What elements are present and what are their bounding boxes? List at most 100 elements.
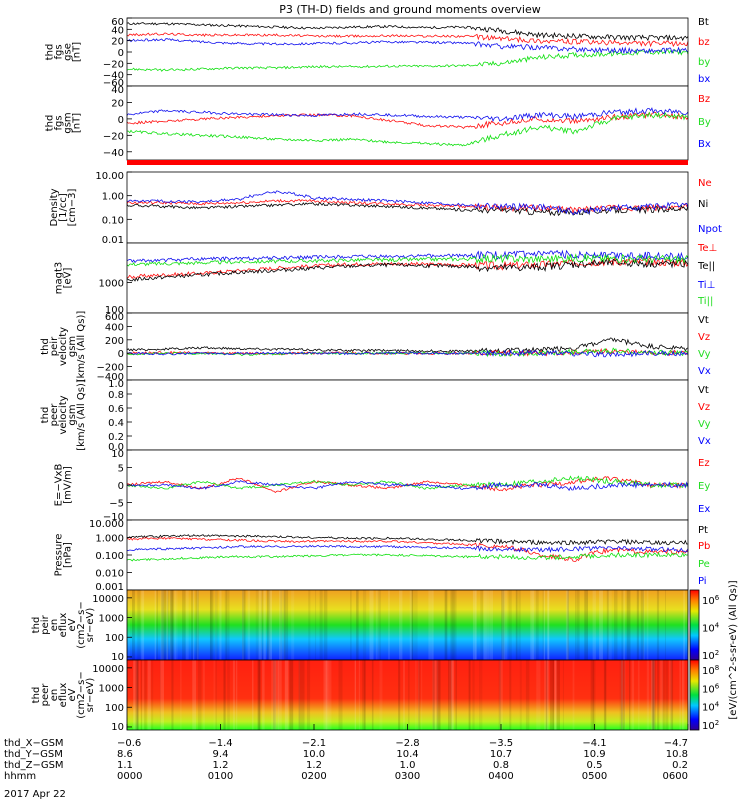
- colorbar-tick-label: 102: [702, 719, 719, 732]
- y-axis-label-line: sr−eV): [85, 678, 96, 713]
- spectrogram-streak: [215, 660, 217, 730]
- legend-entry: Ez: [698, 458, 710, 469]
- series-line-efield-0: [127, 476, 689, 494]
- spectrogram-streak: [448, 660, 452, 730]
- spectrogram-streak: [144, 660, 147, 730]
- spectrogram-streak: [156, 590, 158, 660]
- colorbar-tick-label: 104: [702, 701, 720, 714]
- y-axis-label-line: peer: [49, 403, 60, 427]
- panel-density: Ne Ni Npot 10.00 1.00 0.10 0.01 Density[1/cc][c…: [49, 171, 722, 246]
- spectrogram-streak: [127, 590, 130, 660]
- spectrogram-streak: [142, 660, 145, 730]
- spectrogram-streak: [398, 660, 401, 730]
- spectrogram-streak: [623, 590, 625, 660]
- y-axis-label-line: velocity: [58, 327, 69, 366]
- spectrogram-streak: [501, 590, 505, 660]
- spectrogram-streak: [608, 590, 612, 660]
- spectrogram-streak: [662, 660, 665, 730]
- x-axis-value: 1.1: [117, 760, 133, 771]
- x-axis-value: 1.0: [400, 760, 416, 771]
- y-tick-label: 60: [111, 17, 124, 28]
- spectrogram-streak: [626, 590, 630, 660]
- panel-background: [127, 86, 688, 160]
- y-axis-label-line: [km/s (All Qs)]: [76, 379, 87, 451]
- spectrogram-streak: [515, 590, 518, 660]
- y-tick-label: −200: [97, 363, 124, 374]
- spectrogram-streak: [147, 660, 151, 730]
- y-axis-label-line: fgs: [54, 44, 65, 59]
- spectrogram-streak: [284, 660, 289, 730]
- spectrogram-streak: [135, 660, 138, 730]
- y-tick-label: 200: [105, 336, 124, 347]
- y-tick-label: 0.01: [102, 235, 124, 246]
- series-line-temperature-3: [126, 253, 689, 267]
- y-tick-label: −60: [103, 78, 124, 89]
- spectrogram-streak: [173, 590, 177, 660]
- spectrogram-streak: [567, 590, 569, 660]
- y-tick-label: −10: [103, 512, 124, 523]
- y-axis-label-line: Pressure: [54, 534, 65, 577]
- y-axis-label-line: en: [49, 619, 60, 632]
- spectrogram-streak: [133, 660, 135, 730]
- spectrogram-streak: [410, 590, 414, 660]
- spectrogram-streak: [435, 660, 439, 730]
- legend-entry: Vx: [698, 436, 711, 447]
- y-axis-label-line: thd: [31, 617, 42, 634]
- y-tick-label: 0.8: [108, 390, 124, 401]
- spectrogram-streak: [651, 660, 655, 730]
- x-axis-value: 1.2: [306, 760, 322, 771]
- spectrogram-streak: [267, 590, 271, 660]
- y-tick-label: −20: [103, 131, 124, 142]
- spectrogram-streak: [329, 660, 332, 730]
- panel-efield: Ez Ey Ex 10 5 0 −5 −10 E=−VxB[mV/m]: [54, 449, 711, 523]
- legend-entry: Vy: [698, 349, 711, 360]
- y-tick-label: 10: [111, 722, 124, 733]
- spectrogram-streak: [576, 590, 580, 660]
- legend-entry: Te||: [697, 261, 715, 272]
- spectrogram-streak: [242, 590, 244, 660]
- y-axis-label-line: [km/s (All Qs)]: [76, 311, 87, 383]
- spectrogram-streak: [614, 590, 618, 660]
- spectrogram-streak: [626, 590, 631, 660]
- spectrogram-streak: [215, 590, 217, 660]
- spectrogram-streak: [358, 660, 361, 730]
- spectrogram-streak: [214, 590, 218, 660]
- spectrogram-streak: [169, 590, 172, 660]
- series-line-fgs_gse-1: [126, 32, 689, 48]
- series-line-peir_velocity-0: [126, 337, 689, 354]
- series-line-pressure-2: [126, 551, 689, 562]
- spectrogram-streak: [584, 590, 588, 660]
- y-tick-label: 1.00: [102, 192, 124, 203]
- y-tick-label: 0.100: [95, 551, 124, 562]
- spectrogram-streak: [480, 590, 484, 660]
- spectrogram-streak: [509, 660, 512, 730]
- legend-entry: Bz: [698, 94, 710, 105]
- spectrogram-streak: [556, 660, 560, 730]
- spectrogram-streak: [536, 660, 538, 730]
- spectrogram-streak: [508, 590, 512, 660]
- y-tick-label: 10: [111, 449, 124, 460]
- spectrogram-streak: [651, 660, 654, 730]
- spectrogram-streak: [468, 660, 471, 730]
- spectrogram-streak: [415, 660, 417, 730]
- spectrogram-streak: [268, 590, 272, 660]
- spectrogram-streak: [545, 660, 548, 730]
- y-axis-label-line: Density: [49, 188, 60, 226]
- y-axis-label-line: velocity: [58, 395, 69, 434]
- spectrogram-streak: [307, 660, 311, 730]
- spectrogram-streak: [592, 590, 596, 660]
- x-axis-value: 0100: [208, 771, 233, 782]
- spectrogram-streak: [665, 590, 666, 660]
- y-axis-label-line: gsm: [63, 112, 74, 133]
- spectrogram-streak: [375, 590, 378, 660]
- series-line-temperature-1: [126, 257, 689, 282]
- spectrogram-streak: [166, 590, 169, 660]
- spectrogram-streak: [603, 660, 607, 730]
- spectrogram-streak: [450, 590, 454, 660]
- y-tick-label: 20: [111, 37, 124, 48]
- y-axis-label-line: sr−eV): [85, 608, 96, 643]
- y-axis-label-line: [nPa]: [63, 542, 74, 568]
